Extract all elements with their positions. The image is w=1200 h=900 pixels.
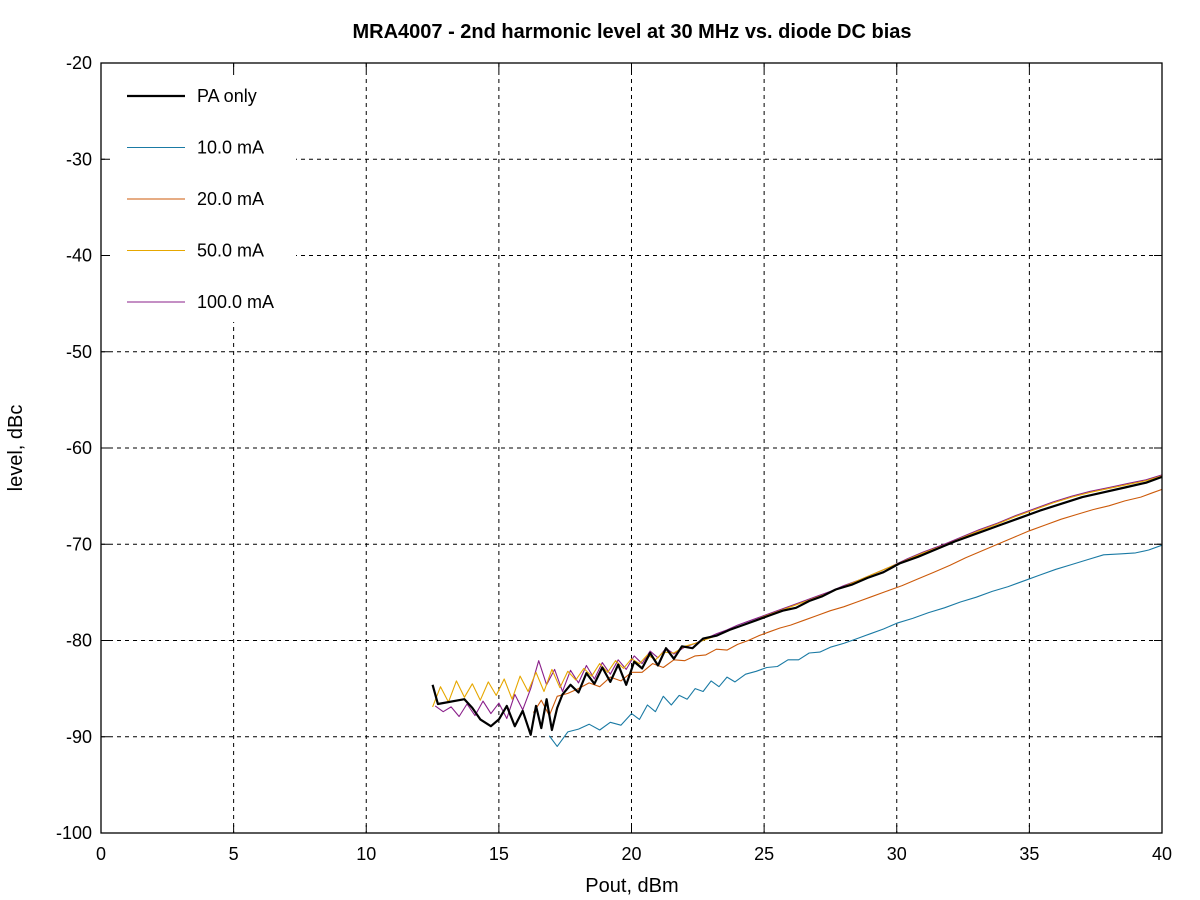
legend-label: PA only <box>197 86 257 106</box>
x-tick-label: 25 <box>754 844 774 864</box>
legend-label: 20.0 mA <box>197 189 264 209</box>
y-tick-label: -90 <box>66 727 92 747</box>
y-tick-label: -70 <box>66 534 92 554</box>
x-tick-label: 0 <box>96 844 106 864</box>
y-tick-label: -20 <box>66 53 92 73</box>
legend-label: 10.0 mA <box>197 138 264 158</box>
y-tick-label: -60 <box>66 438 92 458</box>
legend-label: 50.0 mA <box>197 241 264 261</box>
y-tick-label: -30 <box>66 149 92 169</box>
chart-title: MRA4007 - 2nd harmonic level at 30 MHz v… <box>352 21 911 43</box>
x-tick-label: 15 <box>489 844 509 864</box>
grid <box>101 63 1162 833</box>
y-tick-label: -40 <box>66 246 92 266</box>
series-line-100-0-ma <box>434 474 1163 720</box>
series-lines <box>431 474 1163 747</box>
legend-label: 100.0 mA <box>197 292 274 312</box>
x-tick-label: 30 <box>887 844 907 864</box>
y-tick-label: -50 <box>66 342 92 362</box>
y-tick-label: -80 <box>66 631 92 651</box>
series-line-20-0-ma <box>532 488 1163 717</box>
ticks: 0 5 10 15 20 25 30 35 40 -20 -30 -40 -50 -60 -70 -80 -90… <box>56 53 1172 864</box>
x-axis-label: Pout, dBm <box>585 875 678 897</box>
x-tick-label: 10 <box>356 844 376 864</box>
y-axis-label: level, dBc <box>5 405 27 492</box>
x-tick-label: 20 <box>621 844 641 864</box>
x-tick-label: 40 <box>1152 844 1172 864</box>
x-tick-label: 35 <box>1019 844 1039 864</box>
x-tick-label: 5 <box>229 844 239 864</box>
y-tick-label: -100 <box>56 823 92 843</box>
series-line-pa-only <box>431 475 1163 736</box>
series-line-10-0-ma <box>548 544 1163 747</box>
legend: PA only 10.0 mA 20.0 mA 50.0 mA 100.0 mA <box>127 86 274 312</box>
